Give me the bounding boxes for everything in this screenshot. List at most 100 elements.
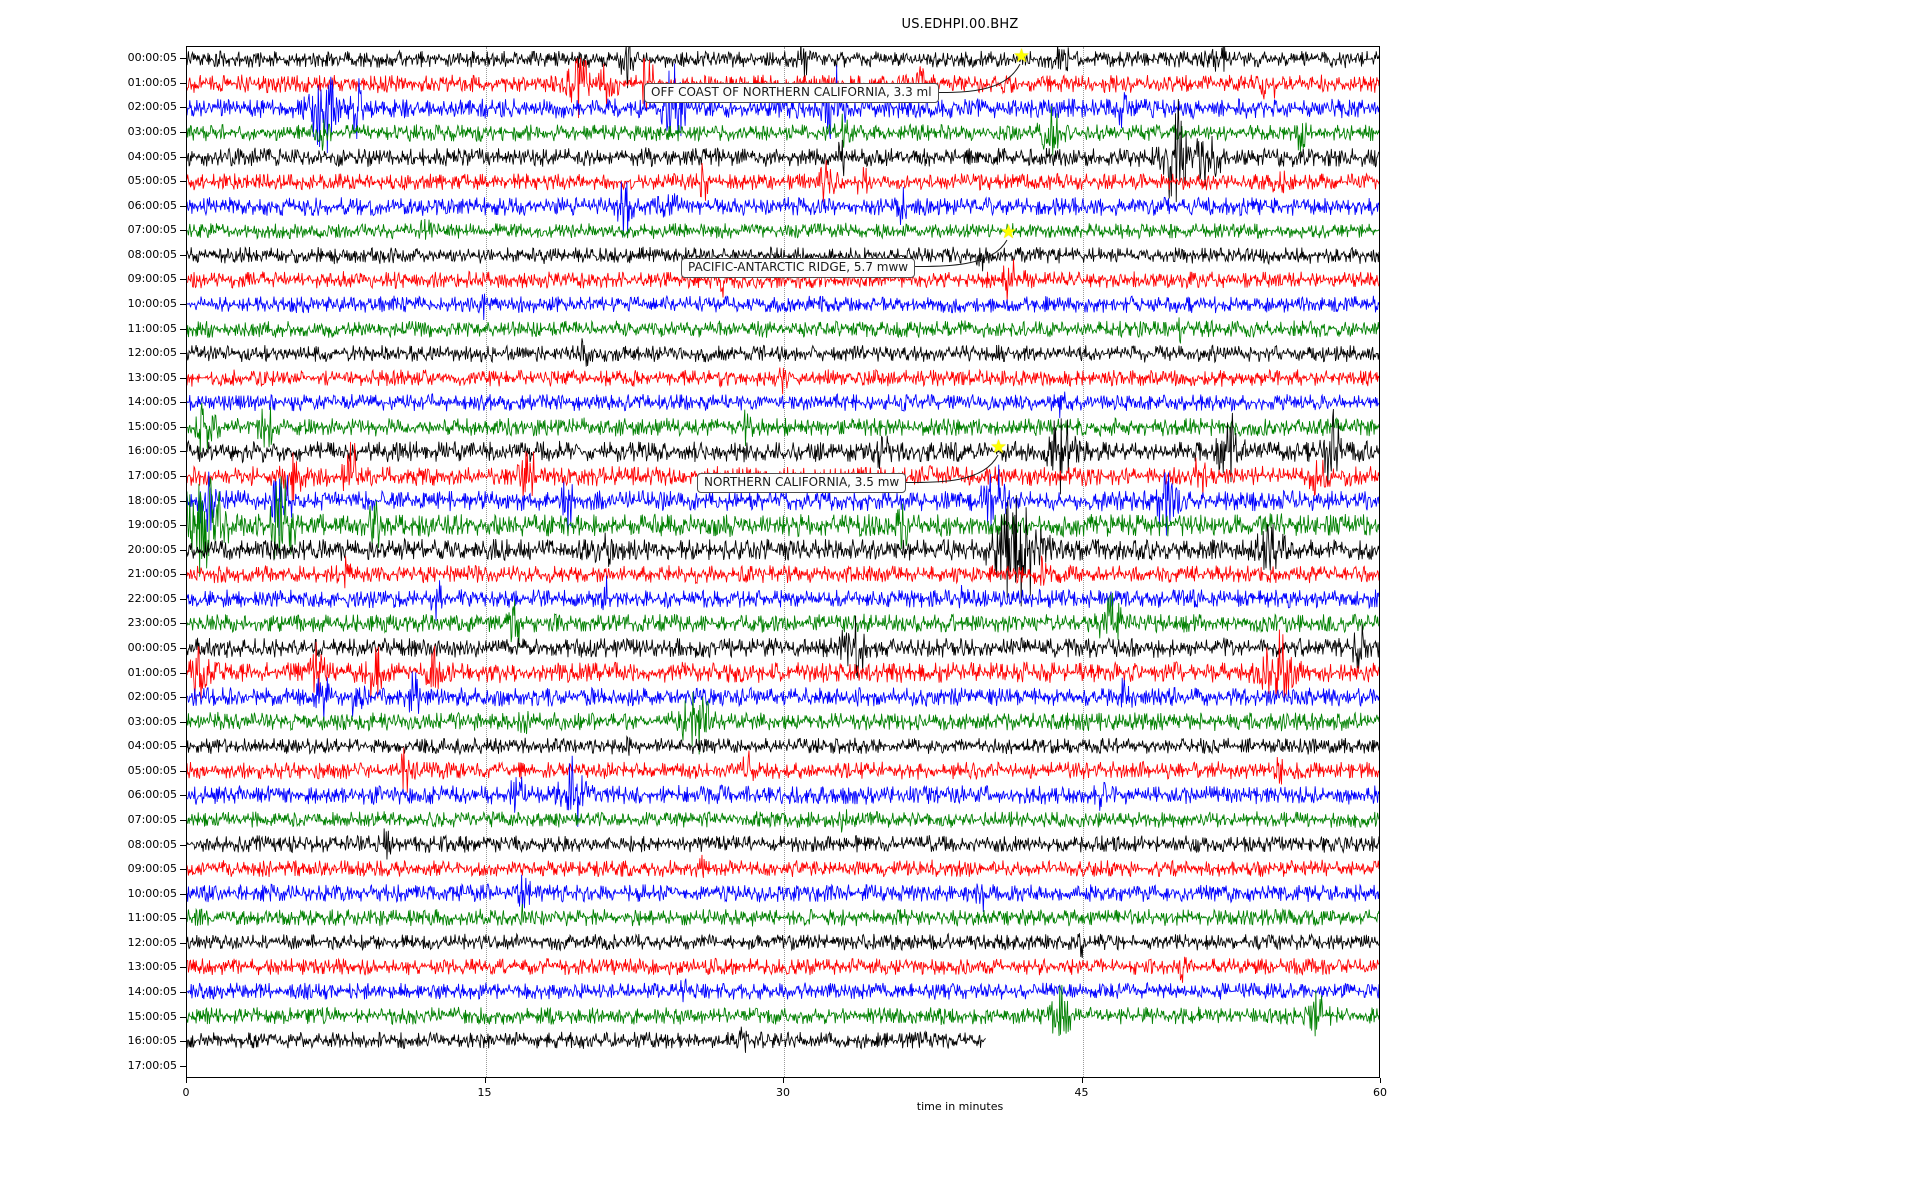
y-tick-label-5: 05:00:05 xyxy=(127,174,177,188)
y-tick-mark-18 xyxy=(180,500,186,502)
y-tick-label-9: 09:00:05 xyxy=(127,272,177,286)
trace-34 xyxy=(187,875,1379,912)
y-tick-mark-38 xyxy=(180,992,186,993)
trace-12 xyxy=(187,338,1379,366)
y-tick-label-11: 11:00:05 xyxy=(127,321,177,335)
trace-27 xyxy=(187,692,1379,754)
trace-19 xyxy=(187,476,1379,577)
y-tick-label-36: 12:00:05 xyxy=(127,935,177,949)
x-tick-mark-45 xyxy=(1081,1078,1083,1083)
y-tick-label-4: 04:00:05 xyxy=(127,149,177,163)
annot-pacific-antarctic-ridge[interactable]: PACIFIC-ANTARCTIC RIDGE, 5.7 mww xyxy=(681,258,916,278)
x-tick-mark-0 xyxy=(186,1078,187,1083)
trace-10 xyxy=(187,294,1379,320)
trace-21 xyxy=(187,556,1379,588)
y-tick-mark-7 xyxy=(180,230,186,232)
y-tick-label-12: 12:00:05 xyxy=(127,346,177,360)
y-tick-mark-28 xyxy=(180,746,186,748)
y-tick-mark-33 xyxy=(180,869,186,871)
y-tick-label-39: 15:00:05 xyxy=(127,1009,177,1023)
y-tick-mark-39 xyxy=(180,1016,186,1018)
trace-15 xyxy=(187,403,1379,452)
y-tick-label-13: 13:00:05 xyxy=(127,370,177,384)
x-tick-label-60: 60 xyxy=(1373,1086,1387,1099)
y-tick-mark-1 xyxy=(180,82,186,84)
y-tick-label-30: 06:00:05 xyxy=(127,788,177,802)
trace-5 xyxy=(187,160,1379,202)
trace-2 xyxy=(187,64,1379,153)
y-tick-label-32: 08:00:05 xyxy=(127,837,177,851)
y-tick-mark-26 xyxy=(180,697,186,699)
y-tick-mark-34 xyxy=(180,893,186,895)
y-tick-mark-8 xyxy=(180,254,186,256)
trace-32 xyxy=(187,828,1379,859)
trace-37 xyxy=(187,957,1379,983)
y-tick-label-6: 06:00:05 xyxy=(127,198,177,212)
y-tick-label-35: 11:00:05 xyxy=(127,911,177,925)
y-tick-mark-6 xyxy=(180,205,186,207)
trace-16 xyxy=(187,409,1379,494)
y-tick-label-17: 17:00:05 xyxy=(127,469,177,482)
y-tick-label-16: 16:00:05 xyxy=(127,444,177,458)
trace-25 xyxy=(187,629,1379,701)
y-tick-label-8: 08:00:05 xyxy=(127,247,177,261)
annot-off-coast-northern-california-star-marker-icon: ★ xyxy=(1013,45,1031,67)
trace-0 xyxy=(187,46,1379,88)
y-tick-mark-9 xyxy=(180,279,186,281)
y-tick-label-0: 00:00:05 xyxy=(127,51,177,65)
trace-22 xyxy=(187,576,1379,621)
x-tick-mark-30 xyxy=(783,1078,784,1083)
y-tick-label-27: 03:00:05 xyxy=(127,714,177,728)
y-tick-mark-31 xyxy=(180,820,186,821)
y-tick-label-33: 09:00:05 xyxy=(127,862,177,876)
trace-3 xyxy=(187,106,1379,155)
y-tick-label-2: 02:00:05 xyxy=(127,100,177,114)
seismic-traces xyxy=(187,47,1379,1077)
trace-28 xyxy=(187,737,1379,756)
y-tick-mark-24 xyxy=(180,648,186,649)
y-tick-mark-36 xyxy=(180,942,186,944)
trace-33 xyxy=(187,855,1379,878)
x-axis-label: time in minutes xyxy=(916,1100,1004,1113)
y-tick-label-37: 13:00:05 xyxy=(127,960,177,974)
y-tick-mark-0 xyxy=(180,58,186,60)
trace-11 xyxy=(187,317,1379,343)
y-tick-label-23: 23:00:05 xyxy=(127,616,177,630)
y-tick-label-34: 10:00:05 xyxy=(127,886,177,900)
trace-38 xyxy=(187,979,1379,1003)
y-tick-label-38: 14:00:05 xyxy=(127,985,177,998)
y-tick-mark-14 xyxy=(180,402,186,404)
y-tick-mark-4 xyxy=(180,156,186,158)
y-tick-label-25: 01:00:05 xyxy=(127,665,177,679)
y-tick-mark-19 xyxy=(180,525,186,527)
y-tick-label-28: 04:00:05 xyxy=(127,739,177,753)
y-tick-mark-13 xyxy=(180,377,186,379)
trace-4 xyxy=(187,99,1379,202)
x-tick-label-30: 30 xyxy=(776,1086,790,1099)
y-tick-mark-11 xyxy=(180,328,186,330)
y-tick-mark-25 xyxy=(180,672,186,674)
y-tick-label-22: 22:00:05 xyxy=(127,591,177,605)
annot-northern-california[interactable]: NORTHERN CALIFORNIA, 3.5 mw xyxy=(697,473,907,493)
y-tick-label-29: 05:00:05 xyxy=(127,763,177,777)
y-tick-label-26: 02:00:05 xyxy=(127,690,177,704)
y-tick-label-14: 14:00:05 xyxy=(127,395,177,409)
annot-off-coast-northern-california[interactable]: OFF COAST OF NORTHERN CALIFORNIA, 3.3 ml xyxy=(644,83,939,103)
y-tick-label-1: 01:00:05 xyxy=(127,75,177,89)
y-tick-mark-3 xyxy=(180,132,186,133)
trace-26 xyxy=(187,671,1379,720)
trace-29 xyxy=(187,747,1379,792)
y-tick-label-10: 10:00:05 xyxy=(127,297,177,310)
y-tick-mark-15 xyxy=(180,426,186,428)
trace-23 xyxy=(187,593,1379,648)
y-tick-mark-17 xyxy=(180,476,186,477)
y-tick-mark-5 xyxy=(180,181,186,183)
annot-northern-california-star-marker-icon: ★ xyxy=(990,436,1008,458)
trace-36 xyxy=(187,933,1379,958)
trace-35 xyxy=(187,904,1379,926)
trace-24 xyxy=(187,616,1379,678)
y-tick-mark-29 xyxy=(180,770,186,772)
y-tick-mark-27 xyxy=(180,721,186,723)
trace-14 xyxy=(187,392,1379,419)
